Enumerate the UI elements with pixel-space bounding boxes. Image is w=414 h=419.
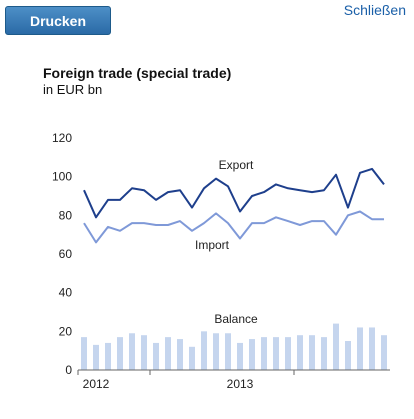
balance-bar (81, 337, 87, 370)
balance-label: Balance (214, 312, 258, 326)
balance-bar (177, 339, 183, 370)
y-tick-label: 20 (59, 324, 73, 338)
import-label: Import (195, 238, 230, 252)
print-button[interactable]: Drucken (5, 6, 111, 35)
series-labels: Export Import Balance (195, 158, 258, 326)
y-tick-label: 60 (59, 247, 73, 261)
x-tick-label: 2013 (227, 377, 254, 391)
export-line (83, 167, 385, 219)
balance-bar (285, 337, 291, 370)
balance-bar (213, 333, 219, 370)
balance-bar (237, 342, 243, 370)
balance-bar (141, 335, 147, 370)
export-label: Export (219, 158, 254, 172)
import-line (83, 210, 384, 244)
balance-bar (273, 337, 279, 370)
balance-bar (129, 333, 135, 370)
balance-bar (189, 346, 195, 370)
balance-bar (165, 337, 171, 370)
chart-subtitle: in EUR bn (43, 82, 103, 97)
balance-bar (357, 327, 363, 370)
balance-bar (321, 337, 327, 370)
balance-bar (297, 335, 303, 370)
balance-bar (201, 331, 207, 370)
y-tick-label: 40 (59, 286, 73, 300)
balance-bar (381, 335, 387, 370)
y-tick-label: 120 (52, 131, 72, 145)
balance-bar (249, 339, 255, 370)
balance-bar (333, 323, 339, 370)
y-tick-label: 100 (52, 170, 72, 184)
balance-bar (261, 337, 267, 370)
balance-bar (105, 342, 111, 370)
balance-bar (117, 337, 123, 370)
balance-bar (225, 333, 231, 370)
y-tick-label: 0 (65, 363, 72, 377)
x-tick-label: 2012 (83, 377, 110, 391)
trade-lines (83, 167, 385, 244)
balance-bar (93, 344, 99, 370)
balance-bar (345, 341, 351, 370)
balance-bars (81, 323, 387, 370)
chart-axes: 020406080100120201220132014 (52, 131, 390, 391)
balance-bar (369, 327, 375, 370)
close-link[interactable]: Schließen (343, 2, 406, 18)
balance-bar (309, 335, 315, 370)
balance-bar (153, 342, 159, 370)
y-tick-label: 80 (59, 208, 73, 222)
chart-title: Foreign trade (special trade) (43, 65, 232, 81)
